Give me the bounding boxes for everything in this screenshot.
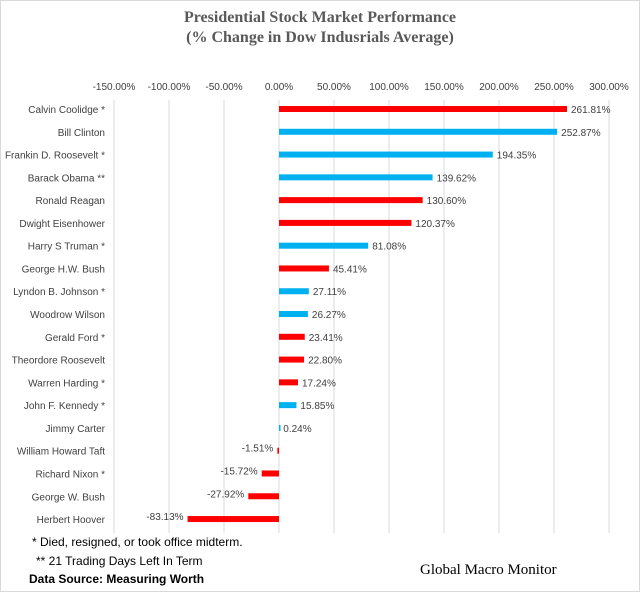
x-tick-label: -150.00% <box>93 82 136 93</box>
category-label: Lyndon B. Johnson * <box>13 287 105 298</box>
data-label: -1.51% <box>242 444 274 455</box>
bar <box>279 333 305 340</box>
x-tick-label: 200.00% <box>479 82 519 93</box>
data-label: -83.13% <box>146 512 183 523</box>
category-label: Ronald Reagan <box>36 196 106 207</box>
data-label: -15.72% <box>220 466 257 477</box>
x-tick-label: 50.00% <box>317 82 351 93</box>
category-label: William Howard Taft <box>17 447 105 458</box>
x-tick-label: 300.00% <box>589 82 629 93</box>
bar <box>279 128 558 135</box>
x-tick-label: 150.00% <box>424 82 464 93</box>
bar <box>277 447 279 454</box>
category-label: Woodrow Wilson <box>30 310 105 321</box>
data-label: 81.08% <box>372 242 406 253</box>
bar <box>279 242 369 249</box>
bar <box>279 288 309 295</box>
data-label: 26.27% <box>312 310 346 321</box>
category-label: Richard Nixon * <box>36 469 106 480</box>
data-label: 194.35% <box>497 151 537 162</box>
chart-title: Presidential Stock Market Performance <box>183 9 457 26</box>
data-label: 252.87% <box>561 128 601 139</box>
data-label: 45.41% <box>333 264 367 275</box>
x-tick-label: -100.00% <box>148 82 191 93</box>
data-label: -27.92% <box>207 489 244 500</box>
data-label: 261.81% <box>571 105 611 116</box>
category-label: Warren Harding * <box>28 378 105 389</box>
bar <box>187 516 279 523</box>
category-label: Barack Obama ** <box>28 173 105 184</box>
footnote-single-asterisk: * Died, resigned, or took office midterm… <box>32 535 243 549</box>
category-label: Calvin Coolidge * <box>28 105 105 116</box>
bar <box>279 356 305 363</box>
category-label: Harry S Truman * <box>28 242 105 253</box>
x-tick-label: 250.00% <box>534 82 574 93</box>
category-label: Gerald Ford * <box>45 333 105 344</box>
category-label: Dwight Eisenhower <box>19 219 105 230</box>
data-source: Data Source: Measuring Worth <box>29 572 205 586</box>
bar <box>261 470 279 477</box>
data-label: 130.60% <box>427 196 467 207</box>
x-tick-label: 100.00% <box>369 82 409 93</box>
data-label: 17.24% <box>302 378 336 389</box>
data-label: 22.80% <box>308 356 342 367</box>
bar <box>279 379 298 386</box>
bar <box>279 197 423 204</box>
category-label: Jimmy Carter <box>46 424 106 435</box>
category-label: John F. Kennedy * <box>24 401 105 412</box>
bar <box>279 311 308 318</box>
chart-subtitle: (% Change in Dow Indusrials Average) <box>186 29 454 46</box>
category-label: Herbert Hoover <box>37 515 106 526</box>
data-label: 120.37% <box>415 219 455 230</box>
category-label: Frankin D. Roosevelt * <box>5 151 105 162</box>
footnote-double-asterisk: ** 21 Trading Days Left In Term <box>36 554 203 568</box>
bar <box>279 265 329 272</box>
data-label: 15.85% <box>300 401 334 412</box>
bar <box>279 174 433 181</box>
x-tick-label: -50.00% <box>205 82 242 93</box>
bar <box>248 493 279 500</box>
data-label: 0.24% <box>283 424 311 435</box>
data-label: 23.41% <box>309 333 343 344</box>
bar <box>279 402 297 409</box>
bar <box>279 151 493 158</box>
category-label: Theordore Roosevelt <box>12 356 106 367</box>
category-label: Bill Clinton <box>58 128 105 139</box>
data-label: 139.62% <box>437 173 477 184</box>
bar <box>279 106 567 112</box>
x-tick-label: 0.00% <box>265 82 293 93</box>
data-label: 27.11% <box>313 287 346 298</box>
category-label: George W. Bush <box>32 492 105 503</box>
bar <box>279 424 281 431</box>
brand-label: Global Macro Monitor <box>420 562 557 578</box>
bar <box>279 219 412 226</box>
category-label: George H.W. Bush <box>22 264 105 275</box>
